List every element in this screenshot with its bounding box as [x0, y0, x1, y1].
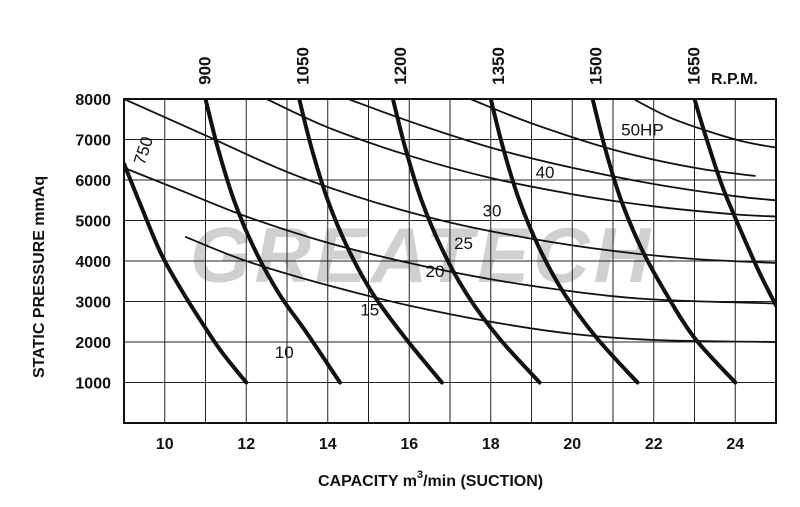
- x-tick-label: 22: [645, 436, 663, 453]
- rpm-curve-1200: [390, 99, 542, 385]
- rpm-curve-1650: [692, 99, 776, 308]
- x-tick-label: 20: [563, 436, 581, 453]
- rpm-label-1200: 1200: [391, 47, 410, 85]
- grid: [123, 99, 777, 423]
- x-axis-title-superscript: 3: [417, 469, 423, 481]
- rpm-curves: [124, 99, 776, 385]
- hp-label-40: 40: [536, 163, 555, 182]
- hp-label-10: 10: [275, 343, 294, 362]
- y-tick-label: 8000: [75, 92, 111, 109]
- y-tick-label: 5000: [75, 214, 111, 231]
- x-tick-label: 24: [726, 436, 744, 453]
- rpm-label-1500: 1500: [587, 47, 606, 85]
- hp-label-25: 25: [454, 234, 473, 253]
- y-tick-labels: 1000 2000 3000 4000 5000 6000 7000 8000: [75, 92, 111, 393]
- hp-label-50hp: 50HP: [621, 120, 664, 139]
- y-tick-label: 3000: [75, 295, 111, 312]
- y-tick-label: 6000: [75, 173, 111, 190]
- rpm-label-1050: 1050: [293, 47, 312, 85]
- hp-label-30: 30: [483, 201, 502, 220]
- x-tick-label: 12: [237, 436, 255, 453]
- rpm-label-900: 900: [196, 56, 215, 84]
- x-tick-label: 14: [319, 436, 337, 453]
- rpm-curve-1350: [488, 99, 640, 385]
- hp-label-20: 20: [426, 262, 445, 281]
- rpm-curve-1050: [297, 99, 444, 385]
- rpm-label-1650: 1650: [685, 47, 704, 85]
- rpm-curve-750: [124, 161, 249, 385]
- hp-label-15: 15: [360, 301, 379, 320]
- hp-curve-15: [124, 166, 776, 305]
- y-tick-label: 1000: [75, 376, 111, 393]
- hp-curve-30: [347, 99, 776, 202]
- plot-frame: [123, 98, 777, 424]
- rpm-label-1350: 1350: [489, 47, 508, 85]
- x-axis-title-prefix: CAPACITY m: [318, 473, 417, 490]
- x-axis-title: CAPACITY m3/min (SUCTION): [318, 469, 543, 490]
- x-axis-title-suffix: /min (SUCTION): [423, 473, 543, 490]
- x-tick-label: 16: [400, 436, 418, 453]
- rpm-unit-label: R.P.M.: [711, 71, 758, 88]
- y-axis-title: STATIC PRESSURE mmAq: [31, 176, 48, 378]
- x-tick-labels: 10 12 14 16 18 20 22 24: [156, 436, 744, 453]
- hp-curve-20: [124, 99, 776, 264]
- hp-curve-25: [266, 99, 776, 218]
- y-tick-label: 2000: [75, 335, 111, 352]
- x-tick-label: 10: [156, 436, 174, 453]
- hp-curve-40: [470, 99, 756, 177]
- y-tick-label: 7000: [75, 133, 111, 150]
- watermark-text: GREATECH: [190, 211, 654, 299]
- rpm-curve-900: [203, 99, 342, 385]
- x-tick-label: 18: [482, 436, 500, 453]
- rpm-curve-1500: [590, 99, 738, 385]
- y-tick-label: 4000: [75, 254, 111, 271]
